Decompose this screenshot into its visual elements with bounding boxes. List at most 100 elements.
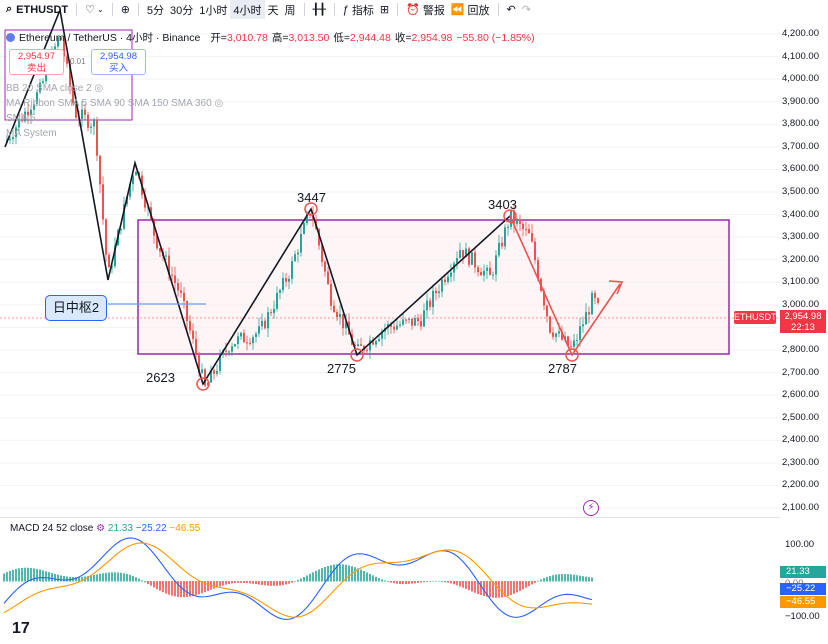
pane-divider[interactable]	[0, 517, 780, 518]
macd-histogram-bar	[57, 574, 59, 582]
macd-histogram-bar	[411, 581, 413, 584]
macd-histogram-bar	[555, 574, 557, 582]
candle-body	[543, 290, 545, 306]
candle-body	[60, 37, 62, 41]
candle-body	[339, 314, 341, 317]
candle-body	[72, 86, 74, 104]
candle-body	[165, 255, 167, 257]
indicator-ma-ribbon[interactable]: MA Ribbon SMA 5 SMA 90 SMA 150 SMA 360 ◎	[6, 98, 776, 109]
arrow-head	[608, 280, 624, 295]
candle-body	[405, 319, 407, 321]
interval-1w[interactable]: 周	[284, 4, 296, 17]
macd-histogram-bar	[75, 577, 77, 582]
sell-button[interactable]: 2,954.97 卖出	[9, 49, 64, 75]
ohlc-close: 收=2,954.98	[395, 30, 453, 45]
pivot-callout[interactable]: 日中枢2	[45, 295, 107, 321]
interval-30m[interactable]: 30分	[170, 4, 194, 17]
macd-histogram-bar	[423, 581, 425, 583]
compare-button[interactable]: ⊕	[118, 0, 133, 19]
replay-button[interactable]: ⏪ 回放	[448, 0, 493, 19]
eye-off-icon[interactable]: ◎	[214, 98, 224, 109]
candle-body	[285, 277, 287, 282]
watchlist-heart-button[interactable]: ♡ ⌄	[82, 0, 107, 19]
indicator-bb[interactable]: BB 20 SMA close 2 ◎	[6, 83, 776, 94]
candle-body	[204, 369, 206, 386]
candle-body	[144, 194, 146, 208]
candle-body	[300, 233, 302, 253]
search-icon: ⌕	[6, 3, 13, 15]
legend-title[interactable]: Ethereum / TetherUS · 4小时 · Binance	[19, 32, 201, 44]
macd-histogram-bar	[138, 578, 140, 582]
candle-body	[174, 275, 176, 283]
macd-histogram-bar	[414, 581, 416, 584]
macd-histogram-bar	[222, 581, 224, 586]
interval-5m[interactable]: 5分	[146, 4, 165, 17]
price-axis-tick: 3,800.00	[782, 118, 819, 130]
eye-off-icon[interactable]: ◎	[94, 83, 104, 94]
candle-body	[555, 333, 557, 337]
macd-histogram-bar	[48, 572, 50, 582]
buy-button[interactable]: 2,954.98 买入	[91, 49, 146, 75]
macd-histogram-bar	[168, 581, 170, 595]
settings-icon[interactable]: ⚙	[96, 523, 106, 534]
price-axis-tick: 2,500.00	[782, 411, 819, 423]
macd-histogram-bar	[543, 578, 545, 582]
alert-button[interactable]: ⏰ 警报	[403, 0, 448, 19]
candle-body	[99, 155, 101, 185]
candle-body	[102, 184, 104, 220]
macd-histogram-bar	[495, 581, 497, 598]
candle-body	[180, 290, 182, 293]
symbol-label: ETHUSDT	[16, 3, 69, 16]
interval-1h[interactable]: 1小时	[199, 4, 228, 17]
macd-hist-tag: 21.33	[780, 566, 826, 578]
macd-histogram-bar	[294, 581, 296, 582]
trend-zigzag[interactable]	[4, 7, 624, 391]
candle-body	[66, 56, 68, 64]
candle-body	[381, 331, 383, 339]
candle-body	[243, 332, 245, 343]
macd-title[interactable]: MACD 24 52 close	[10, 523, 94, 534]
macd-histogram-bar	[291, 581, 293, 583]
macd-histogram-bar	[237, 581, 239, 583]
macd-histogram-bar	[54, 573, 56, 582]
macd-histogram-bar	[324, 566, 326, 582]
price-axis-tick: 2,200.00	[782, 479, 819, 491]
interval-4h[interactable]: 4小时	[230, 0, 265, 19]
macd-line-tag: −25.22	[780, 583, 826, 595]
price-chart[interactable]	[0, 0, 780, 644]
candle-body	[345, 321, 347, 329]
tradingview-logo[interactable]: 17	[12, 620, 30, 637]
macd-histogram-bar	[504, 581, 506, 597]
indicator-sma[interactable]: SMA 5	[6, 113, 776, 124]
candle-body	[378, 338, 380, 342]
macd-histogram-bar	[321, 568, 323, 582]
pivot-zone-box[interactable]	[137, 219, 730, 355]
chart-type-button[interactable]: ╂╂	[310, 0, 329, 19]
macd-signal-value: −46.55	[169, 523, 201, 534]
candle-body	[408, 318, 410, 320]
macd-histogram-bar	[24, 567, 26, 582]
macd-histogram-bar	[378, 578, 380, 582]
macd-histogram-bar	[420, 581, 422, 583]
indicator-ma-system[interactable]: MA System	[6, 128, 776, 139]
layouts-button[interactable]: ⊞	[377, 0, 392, 19]
candle-body	[531, 233, 533, 242]
macd-histogram-bar	[285, 581, 287, 585]
symbol-search[interactable]: ⌕ ETHUSDT	[0, 0, 71, 19]
low-label: 低=	[333, 32, 350, 44]
macd-histogram-bar	[333, 564, 335, 582]
macd-histogram-bar	[279, 581, 281, 586]
candle-body	[342, 314, 344, 329]
redo-button[interactable]: ↷	[519, 0, 534, 19]
ohlc-open: 开=3,010.78	[210, 30, 268, 45]
macd-histogram-bar	[546, 576, 548, 582]
candle-body	[489, 267, 491, 276]
indicators-button[interactable]: ƒ 指标	[340, 0, 377, 19]
candle-body	[279, 289, 281, 293]
swing-label-low2: 2775	[327, 361, 356, 376]
rewind-icon: ⏪	[450, 4, 465, 16]
plus-circle-icon: ⊕	[120, 4, 130, 16]
undo-button[interactable]: ↶	[504, 0, 519, 19]
interval-1d[interactable]: 天	[267, 4, 279, 17]
lightning-icon[interactable]: ⚡	[583, 500, 599, 516]
